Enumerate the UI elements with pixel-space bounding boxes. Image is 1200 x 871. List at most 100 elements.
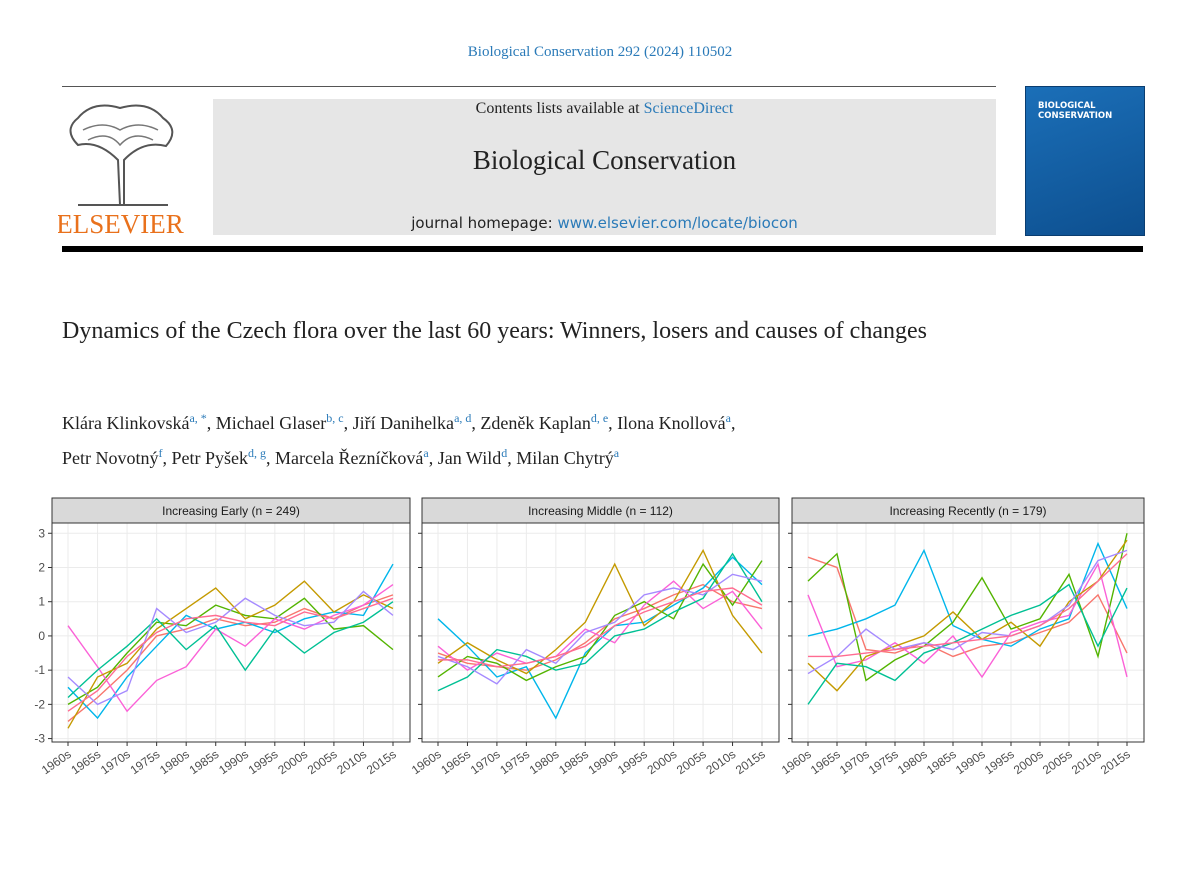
homepage-label: journal homepage: — [411, 214, 553, 232]
x-tick-label: 1985s — [556, 747, 591, 777]
affiliation: a, * — [189, 411, 207, 425]
plot-area — [51, 522, 411, 743]
homepage-link[interactable]: www.elsevier.com/locate/biocon — [557, 214, 798, 232]
author: Ilona Knollováa, — [617, 411, 736, 433]
x-tick-label: 1995s — [246, 747, 281, 777]
x-tick-label: 1975s — [497, 747, 532, 777]
contents-prefix: Contents lists available at — [475, 100, 640, 117]
plot-area — [421, 522, 780, 743]
series-line — [807, 556, 1128, 658]
x-tick-label: 2010s — [1069, 747, 1104, 777]
y-tick-label: 0 — [38, 629, 45, 643]
strip — [791, 497, 1145, 524]
journal-banner: Contents lists available at ScienceDirec… — [213, 99, 996, 235]
affiliation: d — [501, 446, 508, 460]
series-line — [437, 548, 763, 675]
y-tick-label: 1 — [38, 595, 45, 609]
journal-cover[interactable]: BIOLOGICAL CONSERVATION — [1025, 86, 1145, 236]
plot-border — [791, 522, 1145, 743]
x-tick-label: 1990s — [586, 747, 621, 777]
sciencedirect-link[interactable]: ScienceDirect — [643, 100, 734, 117]
x-tick-label: 2005s — [305, 747, 340, 777]
x-tick-label: 1970s — [98, 747, 133, 777]
series-line — [67, 601, 394, 699]
x-tick-label: 2000s — [275, 747, 310, 777]
x-tick-label: 2000s — [1011, 747, 1046, 777]
separator: , — [206, 413, 212, 433]
x-tick-label: 1965s — [68, 747, 103, 777]
affiliation: f — [158, 446, 163, 460]
plot-border — [421, 522, 780, 743]
affiliation: a, d — [454, 411, 472, 425]
x-tick-label: 1965s — [438, 747, 473, 777]
series-line — [67, 584, 394, 713]
x-tick-label: 1980s — [157, 747, 192, 777]
series-line — [67, 563, 394, 720]
series-line — [808, 553, 1128, 658]
x-tick-label: 1960s — [409, 747, 444, 777]
plot-border — [51, 522, 411, 743]
panel: Increasing Early (n = 249) -3 -2 -1 0 1 2 3 1960… — [34, 497, 411, 777]
x-tick-label: 1975s — [128, 747, 163, 777]
x-tick-label: 2010s — [703, 747, 738, 777]
author-name: Milan Chytrý — [516, 448, 614, 468]
affiliation: b, c — [326, 411, 344, 425]
citation[interactable]: Biological Conservation 292 (2024) 11050… — [467, 44, 733, 60]
author: Michael Glaserb, c, — [216, 411, 348, 433]
strip — [421, 497, 780, 524]
series-line — [807, 583, 1128, 705]
x-tick-label: 1985s — [924, 747, 959, 777]
author-name: Petr Novotný — [62, 448, 159, 468]
x-tick-label: 2015s — [733, 747, 768, 777]
affiliation: d, g — [248, 446, 266, 460]
strip — [51, 497, 411, 524]
x-tick-label: 1985s — [187, 747, 222, 777]
affiliation: a — [725, 411, 731, 425]
x-tick-label: 1990s — [953, 747, 988, 777]
x-tick-label: 1975s — [866, 747, 901, 777]
x-tick-label: 2010s — [334, 747, 369, 777]
x-tick-label: 1995s — [982, 747, 1017, 777]
affiliation: d, e — [590, 411, 609, 425]
x-tick-label: 1970s — [468, 747, 503, 777]
y-tick-label: -2 — [34, 697, 45, 711]
panel-title: Increasing Recently (n = 179) — [889, 504, 1046, 518]
separator: , — [162, 448, 168, 468]
author-name: Jan Wild — [437, 448, 502, 468]
author: Petr Pyšekd, g, — [172, 446, 271, 468]
author: Marcela Řezníčkováa, — [275, 446, 433, 468]
author: Milan Chytrýa — [516, 446, 620, 468]
x-tick-label: 2000s — [645, 747, 680, 777]
author-name: Zdeněk Kaplan — [480, 413, 591, 433]
elsevier-logo: ELSEVIER — [58, 100, 184, 239]
author: Klára Klinkovskáa, *, — [62, 411, 212, 433]
author: Zdeněk Kapland, e, — [480, 411, 613, 433]
separator: , — [608, 413, 613, 433]
cover-title: BIOLOGICAL CONSERVATION — [1038, 101, 1113, 121]
affiliation: a — [613, 446, 620, 460]
panel-title: Increasing Early (n = 249) — [162, 504, 300, 518]
series-line — [807, 562, 1128, 679]
rule — [62, 86, 996, 87]
author: Petr Novotnýf, — [62, 446, 168, 468]
separator: , — [730, 413, 736, 433]
y-tick-label: 3 — [38, 526, 45, 540]
series-line — [807, 533, 1128, 682]
x-tick-label: 1965s — [808, 747, 843, 777]
x-tick-label: 2005s — [674, 747, 709, 777]
separator: , — [471, 413, 476, 433]
article-title: Dynamics of the Czech flora over the las… — [62, 318, 927, 344]
affiliation: a — [423, 446, 429, 460]
x-tick-label: 2015s — [364, 747, 399, 777]
x-tick-label: 1970s — [837, 747, 872, 777]
separator: , — [266, 448, 271, 468]
x-tick-label: 2005s — [1040, 747, 1075, 777]
y-tick-label: -3 — [34, 732, 45, 746]
author-name: Ilona Knollová — [617, 413, 726, 433]
panel: Increasing Recently (n = 179)1960s1965s1… — [779, 497, 1145, 777]
x-tick-label: 1980s — [895, 747, 930, 777]
x-tick-label: 1960s — [779, 747, 814, 777]
panel: Increasing Middle (n = 112)1960s1965s197… — [409, 497, 780, 777]
